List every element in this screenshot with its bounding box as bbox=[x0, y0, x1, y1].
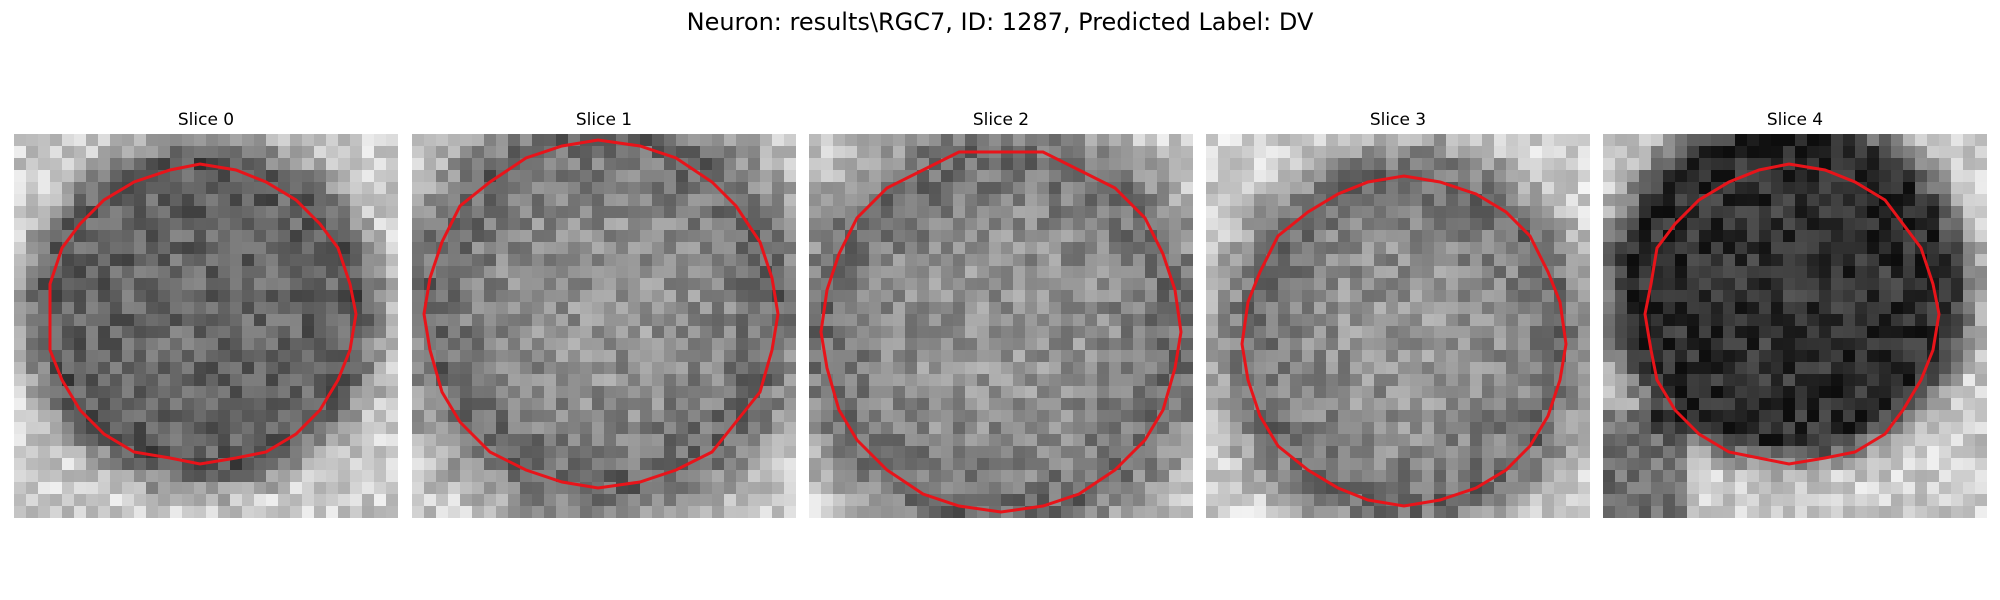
cell-contour bbox=[819, 150, 1183, 514]
slice-title-2: Slice 2 bbox=[972, 110, 1030, 130]
cell-contour bbox=[48, 162, 358, 466]
cell-contour bbox=[422, 138, 780, 490]
slice-image-4 bbox=[1603, 134, 1987, 518]
figure-suptitle: Neuron: results\RGC7, ID: 1287, Predicte… bbox=[686, 8, 1314, 36]
slice-image-0 bbox=[14, 134, 398, 518]
slice-image-2 bbox=[809, 134, 1193, 518]
slice-panel-0: Slice 0 bbox=[14, 110, 398, 518]
slice-title-3: Slice 3 bbox=[1369, 110, 1427, 130]
slice-title-0: Slice 0 bbox=[177, 110, 235, 130]
cell-contour bbox=[1643, 162, 1941, 466]
slice-panel-2: Slice 2 bbox=[809, 110, 1193, 518]
slice-image-1 bbox=[412, 134, 796, 518]
slice-panel-1: Slice 1 bbox=[412, 110, 796, 518]
slice-panel-4: Slice 4 bbox=[1603, 110, 1987, 518]
cell-contour bbox=[1240, 174, 1568, 508]
slice-title-1: Slice 1 bbox=[575, 110, 633, 130]
slice-panel-3: Slice 3 bbox=[1206, 110, 1590, 518]
slice-image-3 bbox=[1206, 134, 1590, 518]
slice-title-4: Slice 4 bbox=[1766, 110, 1824, 130]
